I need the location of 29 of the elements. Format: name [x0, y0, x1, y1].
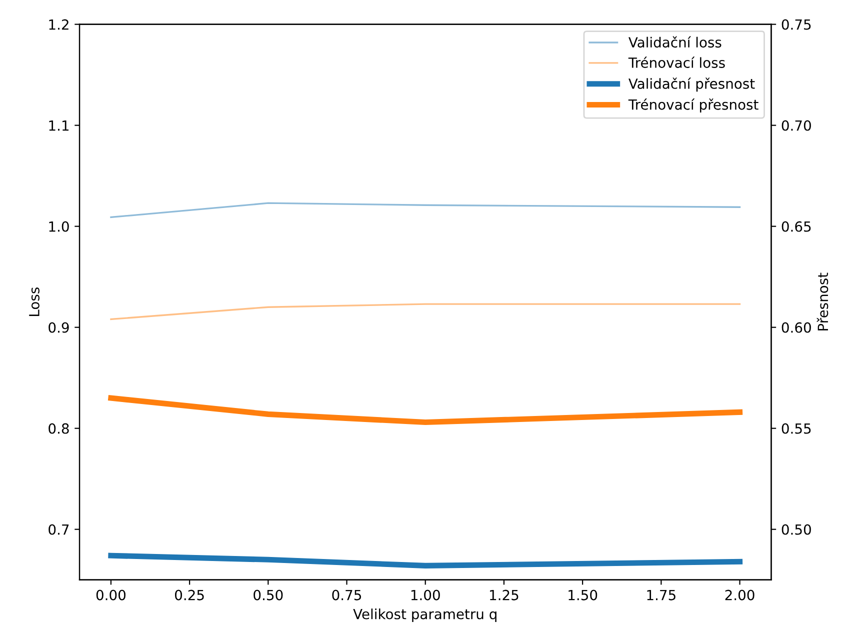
legend-label: Validační přesnost: [628, 78, 755, 92]
x-tick-label: 0.50: [254, 590, 283, 600]
x-tick-label: 0.75: [332, 590, 362, 600]
y-tick-label: 1.0: [49, 221, 69, 232]
y-tick-label: 0.9: [48, 322, 69, 333]
legend-label: Trénovací přesnost: [628, 98, 758, 113]
y2-tick-label: 0.70: [782, 120, 811, 131]
x-tick-label: 2.00: [725, 590, 754, 600]
y2-tick-label: 0.55: [782, 423, 811, 434]
line-series: [110, 202, 741, 218]
y2-tick-label: 0.50: [782, 524, 811, 535]
y2-tick-label: 0.75: [782, 19, 811, 30]
legend-label: Trénovací loss: [628, 56, 725, 68]
x-tick-label: 0.00: [96, 590, 126, 600]
x-tick-label: 1.00: [411, 590, 440, 600]
x-tick-label: 1.75: [647, 590, 676, 600]
y-axis-title: Loss: [29, 288, 40, 316]
x-tick-label: 0.25: [175, 590, 204, 600]
y2-axis-title: Přesnost: [816, 272, 828, 330]
y-tick-label: 0.8: [48, 423, 69, 434]
x-axis-title: Velikost parametru q: [353, 608, 496, 622]
x-tick-label: 1.50: [568, 590, 598, 600]
y-tick-label: 1.2: [49, 19, 68, 30]
y2-tick-label: 0.60: [782, 322, 811, 333]
legend-label: Validační loss: [628, 36, 722, 48]
x-tick-label: 1.25: [490, 590, 518, 600]
y-tick-label: 1.1: [49, 120, 69, 131]
y-tick-label: 0.7: [48, 524, 69, 535]
y2-tick-label: 0.65: [782, 221, 811, 232]
